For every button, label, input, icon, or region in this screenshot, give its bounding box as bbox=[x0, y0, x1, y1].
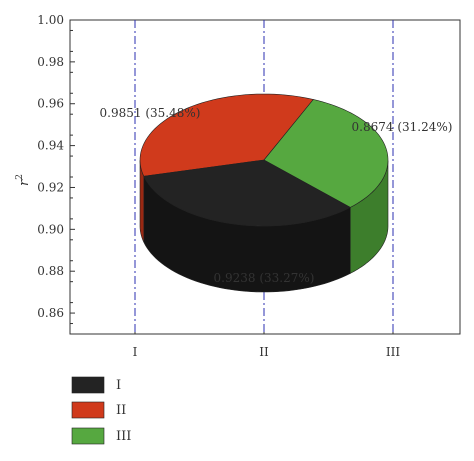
y-tick-label: 0.86 bbox=[37, 306, 64, 320]
data-label-II: 0.9851 (35.48%) bbox=[100, 106, 201, 120]
y-tick-label: 0.98 bbox=[37, 55, 64, 69]
legend-label-III: III bbox=[116, 429, 131, 444]
x-tick-label: II bbox=[259, 345, 269, 359]
y-tick-label: 1.00 bbox=[37, 13, 64, 27]
y-axis-label: r2 bbox=[15, 174, 32, 186]
pie-slice-I bbox=[143, 159, 351, 227]
legend-label-I: I bbox=[116, 378, 121, 393]
x-tick-label: I bbox=[133, 345, 138, 359]
y-tick-label: 0.94 bbox=[37, 139, 64, 153]
data-labels: 0.9238 (33.27%) 0.9851 (35.48%) 0.8674 (31… bbox=[100, 106, 453, 285]
pie-slice-III bbox=[263, 99, 389, 208]
legend-label-II: II bbox=[116, 403, 126, 418]
x-tick-label: III bbox=[386, 345, 400, 359]
y-axis-ticks: 0.86 0.88 0.90 0.92 0.94 0.96 0.98 1.00 bbox=[37, 13, 75, 325]
legend-swatch-I bbox=[71, 376, 105, 394]
data-label-III: 0.8674 (31.24%) bbox=[352, 120, 453, 134]
pie-slice-II bbox=[139, 93, 314, 177]
legend-swatch-III bbox=[71, 427, 105, 445]
legend-swatch-II bbox=[71, 401, 105, 419]
data-label-I: 0.9238 (33.27%) bbox=[214, 271, 315, 285]
pie-body bbox=[139, 93, 389, 293]
y-tick-label: 0.92 bbox=[37, 180, 64, 194]
y-tick-label: 0.96 bbox=[37, 97, 64, 111]
y-tick-label: 0.88 bbox=[37, 264, 64, 278]
y-tick-label: 0.90 bbox=[37, 222, 64, 236]
